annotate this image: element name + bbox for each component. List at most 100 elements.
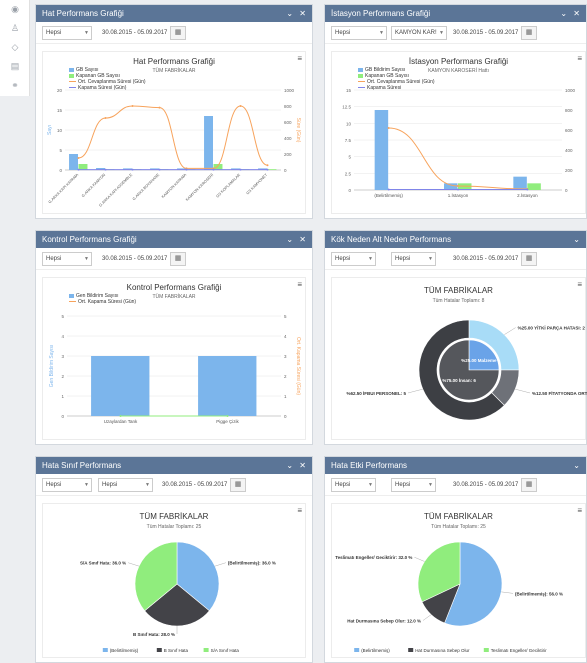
dashboard-icon[interactable]: ◉ (11, 4, 19, 14)
chart-title: Kontrol Performans Grafiği (126, 283, 222, 292)
pie-chart: (Belirtilmemiş): 36.0 % B Sınıf Hata: 28.… (80, 541, 276, 653)
panel-header: Hata Etki Performans ⌄ (325, 457, 586, 474)
calendar-icon[interactable]: ▦ (521, 252, 537, 266)
y2-tick-label: 400 (565, 148, 573, 153)
panel-controls[interactable]: ⌄ ✕ (560, 9, 582, 18)
panel-controls[interactable]: ⌄ ✕ (286, 461, 308, 470)
inner-slice-label: %75.00 İnsan: 6 (442, 377, 476, 383)
users-icon[interactable]: ♙ (10, 23, 20, 33)
factory-select[interactable]: Hepsi ▼ (42, 26, 92, 40)
legend-item: GB Bildirim Sayısı (358, 67, 435, 73)
factory-select[interactable]: Hepsi ▼ (331, 252, 376, 266)
tag-icon[interactable]: ◇ (11, 42, 19, 52)
factory-select[interactable]: Hepsi ▼ (331, 26, 387, 40)
bar (91, 356, 150, 416)
label-connector (501, 591, 514, 594)
date-range-input[interactable]: 30.08.2015 - 05.09.2017 (453, 482, 519, 488)
calendar-icon[interactable]: ▦ (230, 478, 246, 492)
date-range-input[interactable]: 30.08.2015 - 05.09.2017 (102, 256, 168, 262)
panel-hata-etki: Hata Etki Performans ⌄ Hepsi ▼ Hepsi ▼ 30.0… (324, 456, 587, 663)
x-tick-label: KAMYON KAPAMA (161, 173, 188, 200)
bar (78, 164, 88, 170)
panel-controls[interactable]: ⌄ (573, 235, 582, 244)
panel-controls[interactable]: ⌄ (573, 461, 582, 470)
panel-istasyon-performans: İstasyon Performans Grafiği ⌄ ✕ Hepsi ▼ KA… (324, 4, 587, 219)
x-tick-label: KAMYON KAROSERİ (184, 172, 214, 202)
factory-select[interactable]: Hepsi ▼ (42, 478, 92, 492)
chart-menu-icon[interactable]: ≡ (297, 506, 302, 515)
legend-item: GB Sayısı (69, 67, 146, 73)
data-point (266, 168, 269, 171)
chart-subtitle: TÜM FABRİKALAR (152, 68, 196, 74)
date-range-input[interactable]: 30.08.2015 - 05.09.2017 (453, 30, 519, 36)
legend-swatch (102, 648, 108, 652)
impact-select[interactable]: Hepsi ▼ (391, 478, 436, 492)
x-tick-label: Uzaylardan Tank (104, 419, 138, 424)
class-select[interactable]: Hepsi ▼ (98, 478, 153, 492)
chart-menu-icon[interactable]: ≡ (577, 506, 582, 515)
chart-area: İstasyon Performans Grafiği KAMYON KAROS… (331, 51, 586, 214)
data-point (457, 185, 459, 187)
factory-select[interactable]: Hepsi ▼ (42, 252, 92, 266)
y2-axis-label: Ort. Kapama Süresi (Gün) (295, 337, 301, 395)
calendar-icon[interactable]: ▦ (521, 478, 537, 492)
filter-bar: Hepsi ▼ Hepsi ▼ 30.08.2015 - 05.09.2017 ▦ (325, 474, 586, 496)
calendar-icon[interactable]: ▦ (521, 26, 537, 40)
chart-menu-icon[interactable]: ≡ (577, 54, 582, 63)
chevron-down-icon: ▼ (84, 256, 89, 262)
y-tick-label: 15 (57, 108, 63, 113)
bar (204, 116, 213, 170)
x-tick-label: 2.İstasyon (517, 192, 538, 198)
panel-controls[interactable]: ⌄ ✕ (286, 235, 308, 244)
chart-area: TÜM FABRİKALAR Tüm Hatalar Toplamı: 25 ≡… (42, 503, 306, 658)
panel-header: Hata Sınıf Performans ⌄ ✕ (36, 457, 312, 474)
y2-tick-label: 2 (284, 374, 287, 379)
x-tick-label: (Belirtilmemiş) (374, 193, 403, 198)
chart-area: TÜM FABRİKALAR Tüm Hatalar Toplamı: 25 ≡… (331, 503, 586, 658)
chevron-down-icon: ▼ (379, 30, 384, 36)
calendar-icon[interactable]: ▦ (170, 26, 186, 40)
panel-header: İstasyon Performans Grafiği ⌄ ✕ (325, 5, 586, 22)
book-icon[interactable]: ▤ (10, 61, 20, 71)
panel-header: Kök Neden Alt Neden Performans ⌄ (325, 231, 586, 248)
chart-menu-icon[interactable]: ≡ (297, 54, 302, 63)
data-point (239, 168, 242, 171)
y-tick-label: 5 (61, 314, 64, 319)
y2-axis-label: Süre (Gün) (295, 118, 301, 143)
chart-title: TÜM FABRİKALAR (424, 512, 493, 521)
line-select[interactable]: Hepsi ▼ (391, 252, 436, 266)
data-point (185, 168, 188, 171)
pie-chart: (Belirtilmemiş): 56.0 % Hat Durmasına Seb… (335, 541, 563, 653)
bar (374, 110, 389, 190)
link-icon[interactable]: ⚭ (11, 80, 19, 90)
data-point (387, 127, 390, 129)
data-point (387, 188, 390, 191)
chart-menu-icon[interactable]: ≡ (577, 280, 582, 289)
bar (69, 154, 78, 170)
chevron-down-icon: ▼ (368, 256, 373, 262)
bar (198, 356, 257, 416)
y2-tick-label: 1000 (284, 88, 295, 93)
slice-label: (Belirtilmemiş): 56.0 % (515, 591, 563, 596)
calendar-icon[interactable]: ▦ (170, 252, 186, 266)
y-tick-label: 20 (57, 88, 63, 93)
y2-tick-label: 600 (284, 120, 292, 125)
legend-swatch (483, 648, 489, 652)
data-point (77, 157, 80, 159)
data-point (158, 168, 161, 171)
bar (458, 183, 472, 190)
chart-legend: GB Bildirim Sayısı Kapanan GB Sayısı Ort… (358, 67, 435, 91)
line-select[interactable]: KAMYON KAR! ▼ (391, 26, 447, 40)
panel-kok-neden: Kök Neden Alt Neden Performans ⌄ Hepsi ▼ H… (324, 230, 587, 445)
panel-controls[interactable]: ⌄ ✕ (286, 9, 308, 18)
legend-swatch (156, 648, 162, 652)
date-range-input[interactable]: 30.08.2015 - 05.09.2017 (162, 482, 228, 488)
panel-header: Hat Performans Grafiği ⌄ ✕ (36, 5, 312, 22)
date-range-input[interactable]: 30.08.2015 - 05.09.2017 (102, 30, 168, 36)
donut-outer-slice (418, 319, 505, 421)
chart-menu-icon[interactable]: ≡ (297, 280, 302, 289)
factory-select[interactable]: Hepsi ▼ (331, 478, 376, 492)
date-range-input[interactable]: 30.08.2015 - 05.09.2017 (453, 256, 519, 262)
chevron-down-icon: ▼ (84, 482, 89, 488)
legend-item: Kapama Süresi (Gün) (69, 85, 146, 91)
